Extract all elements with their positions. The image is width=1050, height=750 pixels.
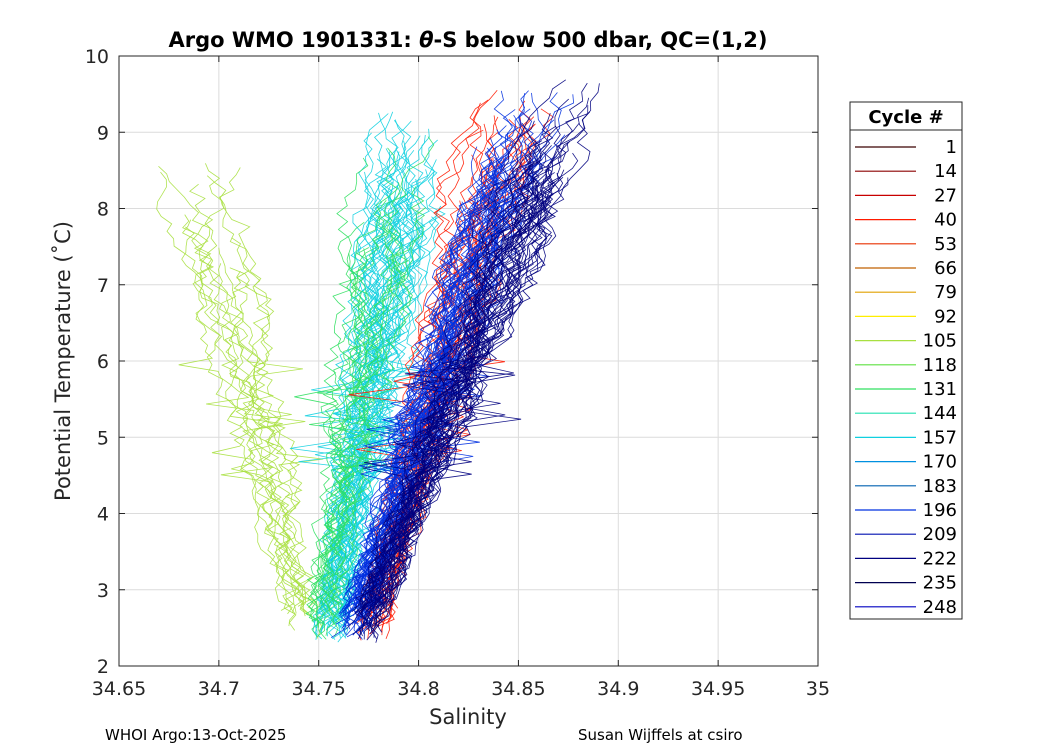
profile-line — [311, 218, 395, 637]
profile-line — [347, 163, 498, 639]
legend-title: Cycle # — [868, 107, 943, 128]
profile-line — [364, 132, 508, 622]
y-axis-label: Potential Temperature (˚C) — [51, 221, 75, 501]
profile-line — [323, 200, 399, 607]
legend-label: 248 — [923, 597, 957, 618]
x-tick-label: 34.9 — [597, 678, 639, 700]
plot-lines — [156, 79, 600, 643]
x-tick-label: 34.95 — [691, 678, 745, 700]
footer-right: Susan Wijffels at csiro — [578, 726, 743, 744]
profile-line — [363, 141, 571, 640]
legend-label: 105 — [923, 331, 957, 352]
profile-line — [370, 200, 547, 633]
profile-line — [368, 159, 543, 609]
profile-line — [306, 221, 365, 613]
profile-line — [352, 191, 490, 640]
legend-label: 196 — [923, 500, 957, 521]
profile-line — [319, 198, 417, 639]
profile-line — [355, 179, 539, 637]
profile-line — [362, 120, 535, 606]
profile-line — [385, 175, 536, 612]
profile-line — [224, 270, 324, 614]
chart-title: Argo WMO 1901331: θ-S below 500 dbar, QC… — [168, 28, 767, 52]
y-tick-label: 5 — [97, 427, 109, 449]
x-tick-label: 34.85 — [491, 678, 545, 700]
profile-line — [318, 230, 413, 621]
profile-line — [311, 186, 426, 622]
legend-box — [849, 101, 963, 620]
profile-line — [365, 82, 588, 619]
x-tick-label: 34.8 — [397, 678, 439, 700]
x-tick-label: 34.75 — [292, 678, 346, 700]
profile-line — [308, 247, 370, 613]
profile-line — [345, 79, 567, 630]
legend-label: 92 — [934, 306, 957, 327]
profile-line — [204, 163, 297, 614]
profile-line — [309, 210, 395, 631]
legend-label: 183 — [923, 476, 957, 497]
profile-line — [319, 185, 415, 633]
profile-line — [298, 177, 389, 626]
y-tick-label: 8 — [97, 199, 109, 221]
axis-ticks: 34.65 34.7 34.75 34.8 34.85 34.9 34.95 35 2 3 4 5 6 7… — [85, 46, 830, 700]
legend-label: 118 — [923, 355, 957, 376]
legend-label: 209 — [923, 524, 957, 545]
profile-line — [294, 157, 369, 636]
profile-line — [356, 109, 516, 631]
footer-left: WHOI Argo:13-Oct-2025 — [105, 726, 287, 744]
y-tick-label: 6 — [97, 351, 109, 373]
profile-line — [156, 171, 312, 617]
x-tick-label: 34.65 — [92, 678, 146, 700]
profile-line — [213, 263, 304, 627]
x-tick-label: 35 — [806, 678, 830, 700]
profile-line — [360, 105, 589, 615]
profile-line — [364, 142, 569, 630]
profile-line — [229, 267, 323, 639]
legend-label: 40 — [934, 210, 957, 231]
legend-label: 170 — [923, 452, 957, 473]
profile-line — [352, 93, 526, 636]
profile-line — [367, 169, 565, 643]
profile-line — [310, 182, 401, 623]
legend-label: 131 — [923, 379, 957, 400]
y-tick-label: 2 — [97, 656, 109, 678]
legend-label: 53 — [934, 234, 957, 255]
legend-label: 222 — [923, 548, 957, 569]
x-tick-label: 34.7 — [198, 678, 240, 700]
legend-label: 144 — [923, 403, 957, 424]
y-tick-label: 10 — [85, 46, 109, 68]
profile-line — [322, 169, 429, 606]
profile-line — [354, 165, 538, 609]
y-tick-label: 7 — [97, 275, 109, 297]
legend-label: 14 — [934, 161, 957, 182]
profile-line — [181, 219, 306, 617]
legend-label: 1 — [946, 137, 957, 158]
y-tick-label: 9 — [97, 122, 109, 144]
legend-label: 27 — [934, 185, 957, 206]
profile-line — [360, 140, 543, 613]
profile-line — [231, 237, 305, 607]
legend-label: 79 — [934, 282, 957, 303]
y-tick-label: 3 — [97, 580, 109, 602]
profile-line — [318, 170, 438, 613]
profile-line — [332, 178, 424, 607]
y-tick-label: 4 — [97, 504, 109, 526]
x-axis-label: Salinity — [429, 705, 507, 729]
profile-line — [312, 158, 402, 640]
legend-label: 157 — [923, 427, 957, 448]
profile-line — [158, 166, 306, 631]
profile-line — [344, 203, 477, 627]
legend: Cycle # 1 14 27 40 53 66 79 92 105 118 131 144 157 17… — [849, 101, 963, 620]
profile-line — [368, 172, 556, 613]
legend-label: 66 — [934, 258, 957, 279]
profile-line — [364, 92, 562, 627]
legend-label: 235 — [923, 573, 957, 594]
